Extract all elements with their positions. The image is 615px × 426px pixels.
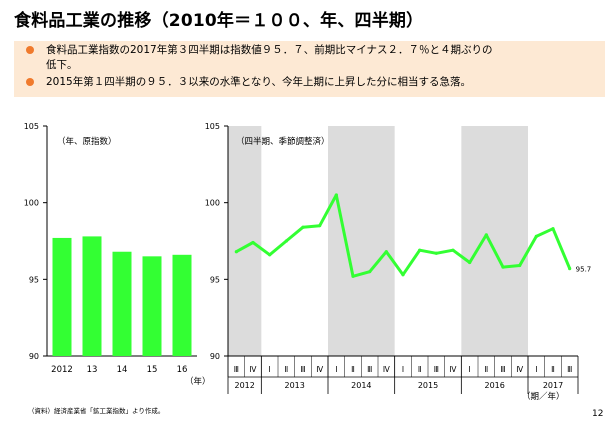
quarter-label: Ⅱ <box>284 365 288 374</box>
year-label: 2013 <box>284 381 304 390</box>
end-value-label: 95.7 <box>576 266 592 274</box>
quarter-label: Ⅳ <box>250 365 257 374</box>
data-point <box>468 260 472 265</box>
quarter-label: Ⅱ <box>418 365 422 374</box>
data-point <box>518 263 522 268</box>
quarter-label: Ⅲ <box>434 365 439 374</box>
data-point <box>251 240 255 245</box>
quarter-label: Ⅳ <box>316 365 323 374</box>
data-point <box>334 193 338 197</box>
y-tick-label: 95 <box>29 275 39 284</box>
page-number: 12 <box>592 409 604 419</box>
page-title: 食料品工業の推移（2010年＝１００、年、四半期） <box>14 11 424 31</box>
summary-bullet-2: 2015年第１四半期の９５．３以来の水準となり、今年上期に上昇した分に相当する急… <box>46 76 471 88</box>
year-label: 2016 <box>484 381 504 390</box>
annual-bar-chart: （年、原指数） 90 95 100 105 2012 13 14 15 16 （年） <box>24 122 211 387</box>
quarter-label: Ⅳ <box>450 365 457 374</box>
source-note: （資料）経済産業省「鉱工業指数」より作成。 <box>28 407 165 415</box>
data-point <box>451 248 455 252</box>
y-tick-label: 100 <box>24 199 39 208</box>
data-point <box>434 251 438 255</box>
data-point <box>301 225 305 229</box>
data-point <box>284 239 288 243</box>
bar <box>52 237 72 356</box>
bar <box>172 254 192 356</box>
y-tick-label: 90 <box>210 352 220 361</box>
x-unit-label: （年） <box>185 376 211 387</box>
x-tick-label: 2012 <box>51 365 73 375</box>
year-shade <box>328 126 395 356</box>
panel-label: （四半期、季節調整済） <box>236 136 330 147</box>
x-tick-label: 14 <box>117 365 128 375</box>
quarter-label: Ⅲ <box>300 365 305 374</box>
quarter-label: Ⅰ <box>269 365 271 374</box>
x-unit-label: （期／年） <box>522 391 565 402</box>
data-point <box>234 250 238 254</box>
year-shade <box>461 126 528 356</box>
summary-bullet-1-line-2: 低下。 <box>46 59 78 71</box>
quarter-label: Ⅳ <box>516 365 523 374</box>
data-point <box>401 273 405 277</box>
summary-bullet-1-line-1: 食料品工業指数の2017年第３四半期は指数値９５．７、前期比マイナス２．７％と４… <box>46 44 493 56</box>
data-point <box>318 224 322 228</box>
data-point <box>551 227 555 231</box>
x-tick-label: 15 <box>147 365 158 375</box>
year-label: 2012 <box>234 381 254 390</box>
summary-box: 食料品工業指数の2017年第３四半期は指数値９５．７、前期比マイナス２．７％と４… <box>14 41 605 97</box>
y-tick-label: 105 <box>24 122 39 131</box>
quarter-label: Ⅱ <box>551 365 555 374</box>
quarter-label: Ⅲ <box>567 365 572 374</box>
data-point <box>534 234 538 238</box>
quarter-label: Ⅲ <box>500 365 505 374</box>
year-label: 2017 <box>543 381 563 390</box>
data-point <box>501 265 505 269</box>
y-tick-label: 100 <box>205 199 220 208</box>
bullet-icon <box>26 78 34 86</box>
bar <box>82 236 102 356</box>
quarter-label: Ⅰ <box>469 365 471 374</box>
quarter-label: Ⅰ <box>535 365 537 374</box>
quarter-label: Ⅱ <box>484 365 488 374</box>
quarter-label: Ⅱ <box>351 365 355 374</box>
y-tick-label: 105 <box>205 122 220 131</box>
x-tick-label: 13 <box>87 365 98 375</box>
year-shade <box>228 126 262 356</box>
data-point <box>368 270 372 274</box>
quarter-label: Ⅲ <box>367 365 372 374</box>
data-point <box>484 233 488 237</box>
data-point <box>351 274 355 278</box>
data-point <box>268 253 272 257</box>
y-tick-label: 90 <box>29 352 39 361</box>
quarter-label: Ⅰ <box>402 365 404 374</box>
bullet-icon <box>26 46 34 54</box>
quarterly-line-chart: （四半期、季節調整済） 90 95 100 105 2012 2013 2014 2015 2… <box>205 122 592 402</box>
year-label: 2015 <box>418 381 438 390</box>
data-point <box>568 267 572 271</box>
y-tick-label: 95 <box>210 275 220 284</box>
year-label: 2014 <box>351 381 371 390</box>
bar <box>142 256 162 356</box>
quarter-label: Ⅲ <box>234 365 239 374</box>
panel-label: （年、原指数） <box>57 136 117 147</box>
bar <box>112 251 132 356</box>
x-tick-label: 16 <box>177 365 188 375</box>
data-point <box>418 248 422 252</box>
quarter-label: Ⅰ <box>335 365 337 374</box>
data-point <box>384 250 388 254</box>
quarter-label: Ⅳ <box>383 365 390 374</box>
